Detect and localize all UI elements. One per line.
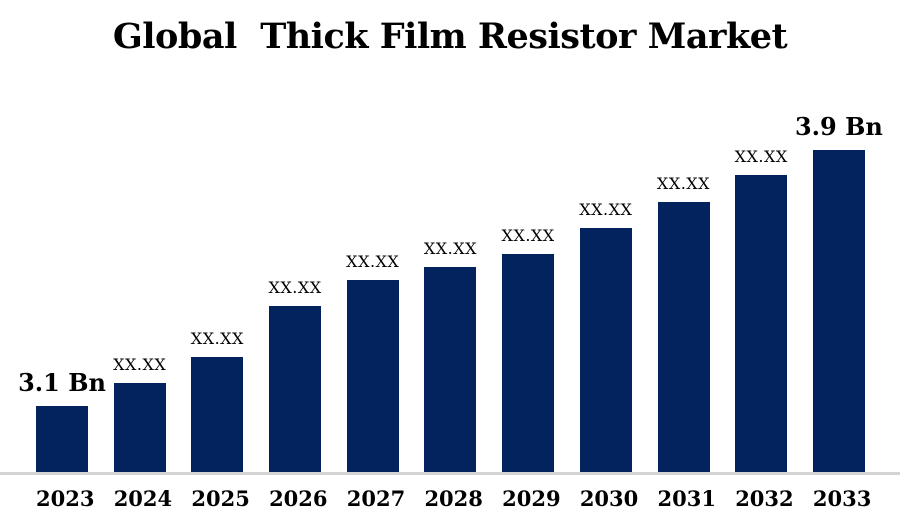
bar-value-label-2029: XX.XX xyxy=(501,226,555,245)
bars-row: 3.1 Bn XX.XX XX.XX XX.XX XX.XX XX.XX XX.… xyxy=(18,0,883,472)
bar-value-label-2024: XX.XX xyxy=(113,355,167,374)
bar-2032 xyxy=(735,175,788,472)
bar-value-label-2027: XX.XX xyxy=(346,252,400,271)
bar-column-2023: 3.1 Bn xyxy=(18,368,106,472)
bar-column-2030: XX.XX xyxy=(579,200,633,472)
bar-2031 xyxy=(657,202,710,472)
x-tick-2032: 2032 xyxy=(735,486,794,511)
bar-column-2027: XX.XX xyxy=(346,252,400,472)
x-tick-2025: 2025 xyxy=(191,486,250,511)
bar-2024 xyxy=(113,383,166,472)
bar-value-label-2032: XX.XX xyxy=(734,147,788,166)
bar-column-2028: XX.XX xyxy=(423,239,478,472)
bar-2028 xyxy=(424,267,477,472)
bar-2030 xyxy=(579,228,632,472)
bar-2027 xyxy=(346,280,399,472)
x-tick-2029: 2029 xyxy=(502,486,561,511)
bar-2025 xyxy=(191,357,244,472)
bar-value-label-2033: 3.9 Bn xyxy=(794,112,883,141)
bar-column-2032: XX.XX xyxy=(735,147,787,472)
bar-column-2031: XX.XX xyxy=(656,174,711,472)
x-tick-2027: 2027 xyxy=(346,486,406,511)
bar-2033 xyxy=(812,150,865,472)
bar-value-label-2025: XX.XX xyxy=(190,329,244,348)
x-axis-labels: 2023 2024 2025 2026 2027 2028 2029 2030 … xyxy=(36,486,872,511)
bar-value-label-2026: XX.XX xyxy=(268,278,322,297)
bar-column-2033: 3.9 Bn xyxy=(795,112,883,472)
bar-column-2026: XX.XX xyxy=(268,278,322,472)
bar-value-label-2031: XX.XX xyxy=(656,174,711,193)
chart-title: Global Thick Film Resistor Market xyxy=(112,16,788,57)
x-tick-2023: 2023 xyxy=(36,486,95,511)
bar-2023 xyxy=(36,406,88,472)
x-tick-2028: 2028 xyxy=(424,486,483,511)
x-tick-2026: 2026 xyxy=(269,486,328,511)
bar-value-label-2030: XX.XX xyxy=(579,200,633,219)
x-tick-2030: 2030 xyxy=(579,486,639,511)
bar-value-label-2028: XX.XX xyxy=(423,239,478,258)
x-tick-2031: 2031 xyxy=(657,486,716,511)
bar-2026 xyxy=(269,306,322,472)
bar-column-2029: XX.XX xyxy=(502,226,554,472)
x-axis-line xyxy=(0,472,900,475)
bar-2029 xyxy=(502,254,555,472)
bar-column-2025: XX.XX xyxy=(191,329,243,472)
x-tick-2024: 2024 xyxy=(113,486,173,511)
bar-value-label-2023: 3.1 Bn xyxy=(18,368,106,397)
x-tick-2033: 2033 xyxy=(812,486,872,511)
bar-column-2024: XX.XX xyxy=(113,355,167,472)
